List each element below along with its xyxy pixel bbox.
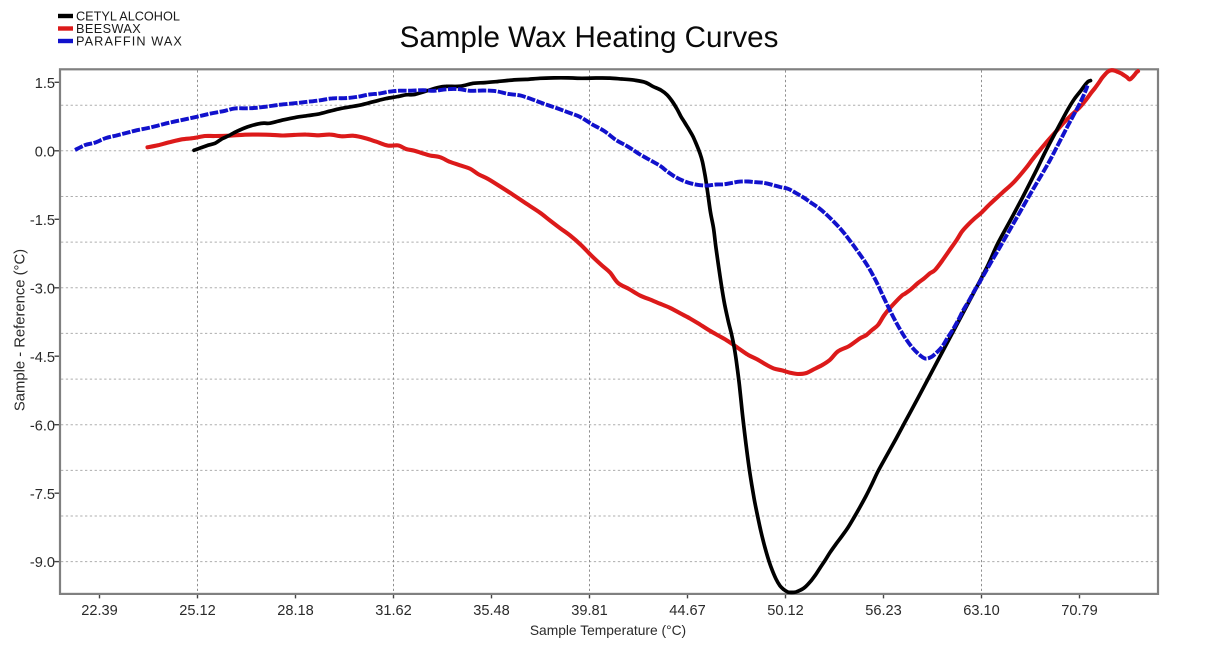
svg-text:39.81: 39.81 <box>571 603 608 619</box>
svg-text:28.18: 28.18 <box>277 603 314 619</box>
svg-text:-7.5: -7.5 <box>30 487 55 503</box>
svg-text:50.12: 50.12 <box>767 603 804 619</box>
svg-text:31.62: 31.62 <box>375 603 412 619</box>
svg-text:25.12: 25.12 <box>179 603 216 619</box>
svg-text:BEESWAX: BEESWAX <box>76 22 141 36</box>
svg-text:-6.0: -6.0 <box>30 418 55 434</box>
svg-text:0.0: 0.0 <box>35 144 55 160</box>
svg-text:-9.0: -9.0 <box>30 555 55 571</box>
svg-text:CETYL ALCOHOL: CETYL ALCOHOL <box>76 10 180 24</box>
svg-text:70.79: 70.79 <box>1061 603 1098 619</box>
svg-text:1.5: 1.5 <box>35 76 55 92</box>
svg-text:Sample - Reference (°C): Sample - Reference (°C) <box>13 249 29 411</box>
svg-text:44.67: 44.67 <box>669 603 706 619</box>
svg-text:Sample Temperature (°C): Sample Temperature (°C) <box>530 623 686 638</box>
svg-text:-3.0: -3.0 <box>30 281 55 297</box>
svg-text:-4.5: -4.5 <box>30 350 55 366</box>
svg-text:35.48: 35.48 <box>473 603 510 619</box>
svg-text:56.23: 56.23 <box>865 603 902 619</box>
svg-text:63.10: 63.10 <box>963 603 1000 619</box>
svg-text:PARAFFIN WAX: PARAFFIN WAX <box>76 35 183 49</box>
svg-text:22.39: 22.39 <box>81 603 118 619</box>
svg-text:-1.5: -1.5 <box>30 213 55 229</box>
